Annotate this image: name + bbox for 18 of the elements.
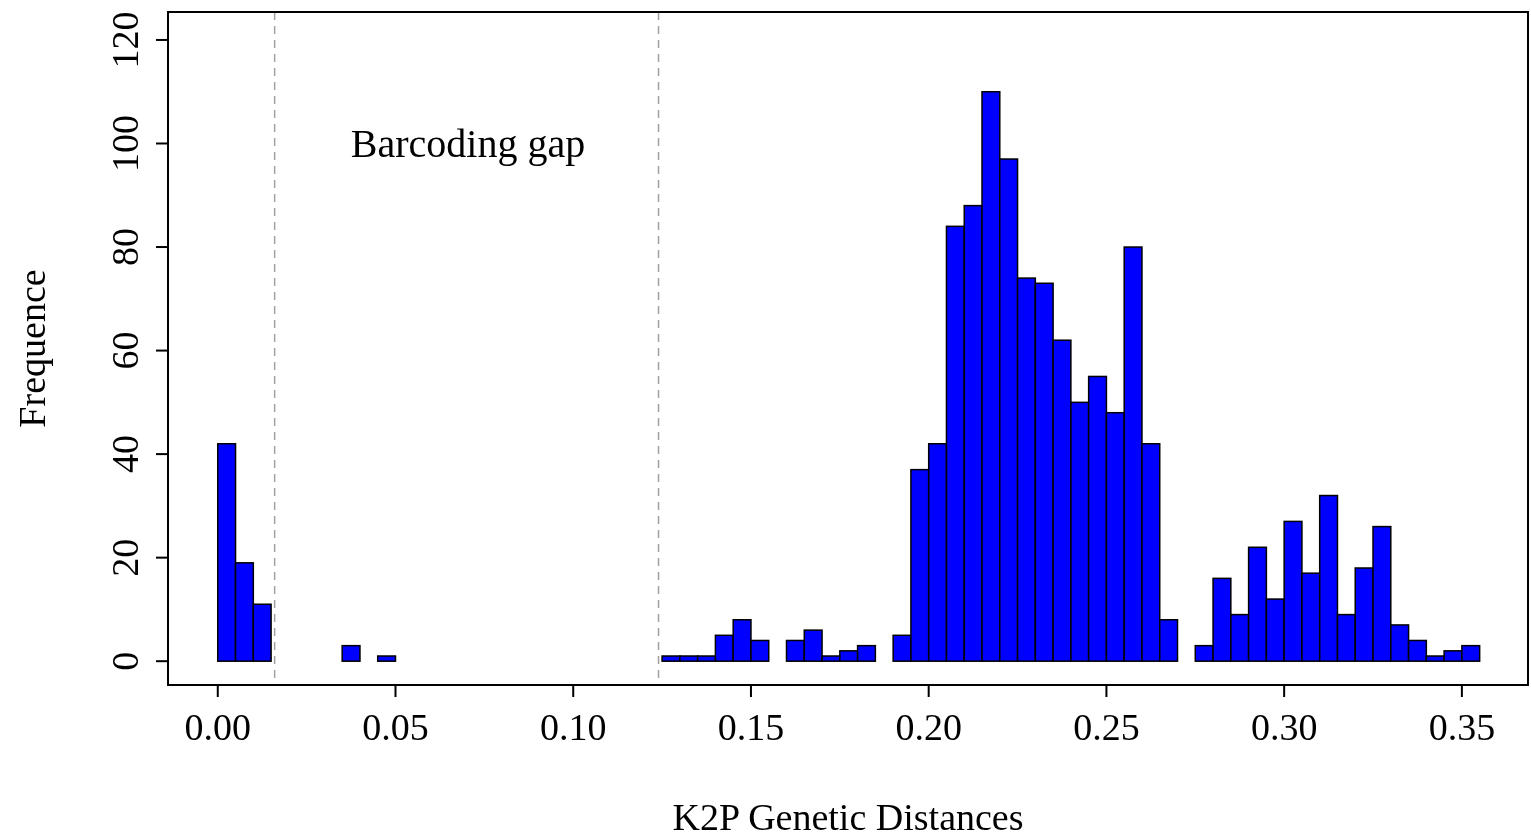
- x-tick-label: 0.05: [362, 706, 429, 748]
- annotation: Barcoding gap: [350, 121, 586, 166]
- y-tick-label: 60: [104, 331, 146, 370]
- y-tick-label: 0: [104, 651, 146, 671]
- y-tick-label: 40: [104, 435, 146, 474]
- y-tick-label: 120: [104, 11, 146, 69]
- x-tick-label: 0.15: [717, 706, 785, 748]
- y-axis-title: Frequence: [11, 269, 53, 428]
- x-tick-label: 0.20: [895, 706, 962, 748]
- x-tick-label: 0.10: [539, 706, 607, 748]
- x-tick-label: 0.30: [1250, 706, 1318, 748]
- x-tick-label: 0.00: [184, 706, 252, 748]
- x-tick-label: 0.25: [1073, 706, 1140, 748]
- y-tick-label: 20: [104, 538, 146, 577]
- x-axis-title: K2P Genetic Distances: [672, 796, 1024, 838]
- x-tick-label: 0.35: [1428, 706, 1496, 748]
- y-tick-label: 80: [104, 228, 146, 267]
- y-tick-label: 100: [104, 114, 146, 172]
